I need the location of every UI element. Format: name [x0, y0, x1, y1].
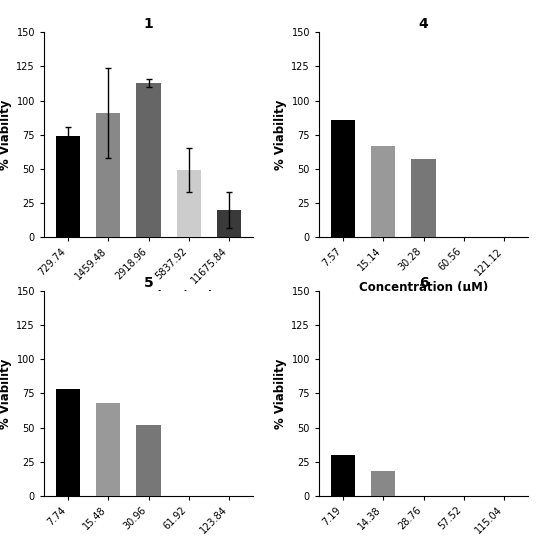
Bar — [56, 136, 80, 237]
Title: 4: 4 — [419, 17, 428, 31]
Bar — [331, 455, 355, 496]
Bar — [411, 160, 436, 237]
Y-axis label: % Viability: % Viability — [0, 358, 12, 429]
X-axis label: Concentration (μM): Concentration (μM) — [84, 290, 213, 303]
Bar — [96, 403, 120, 496]
Bar — [96, 113, 120, 237]
Bar — [56, 389, 80, 496]
Bar — [136, 83, 161, 237]
Title: 6: 6 — [419, 276, 428, 290]
X-axis label: Concentration (μM): Concentration (μM) — [359, 281, 488, 294]
Bar — [371, 471, 395, 496]
Title: 1: 1 — [144, 17, 153, 31]
Bar — [331, 120, 355, 237]
Y-axis label: % Viability: % Viability — [0, 100, 12, 170]
Bar — [177, 170, 201, 237]
Title: 5: 5 — [144, 276, 153, 290]
Bar — [136, 425, 161, 496]
Bar — [217, 210, 241, 237]
Y-axis label: % Viability: % Viability — [274, 100, 287, 170]
Y-axis label: % Viability: % Viability — [274, 358, 287, 429]
Bar — [371, 146, 395, 237]
